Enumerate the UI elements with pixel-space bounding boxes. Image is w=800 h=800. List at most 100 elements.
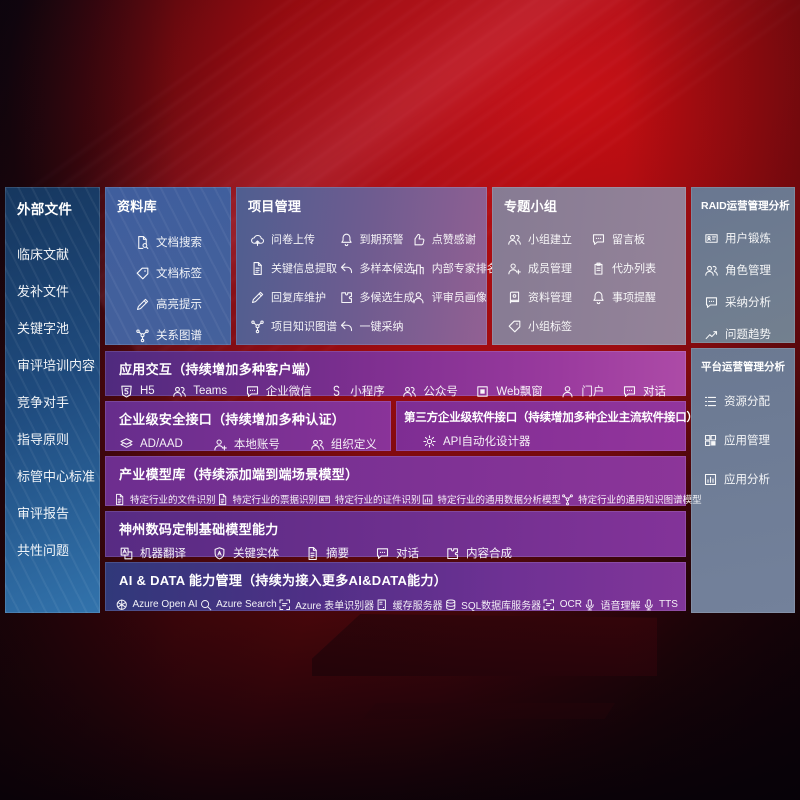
library-list: 文档搜索文档标签高亮提示关系图谱文档分类 bbox=[105, 215, 231, 374]
row-title: 神州数码定制基础模型能力 bbox=[119, 522, 279, 537]
item-label: 评审员画像 bbox=[431, 292, 487, 304]
item-label: 组织定义 bbox=[330, 439, 377, 451]
item-label: API自动化设计器 bbox=[443, 436, 531, 448]
platform-ops-panel: 平台运营管理分析 资源分配应用管理应用分析 bbox=[691, 348, 795, 613]
cloud-upload-icon bbox=[251, 234, 265, 246]
row-title: 产业模型库（持续添加端到端场景模型） bbox=[119, 467, 359, 482]
item-label: 代办列表 bbox=[612, 263, 656, 275]
puzzle-icon bbox=[447, 547, 458, 559]
reply-icon bbox=[340, 320, 352, 331]
list-item: 应用分析 bbox=[703, 471, 795, 487]
list-item: 内容合成 bbox=[445, 545, 512, 561]
pencil-icon bbox=[136, 298, 149, 310]
chart-window-icon bbox=[422, 494, 432, 504]
person-icon bbox=[413, 291, 424, 303]
doc-icon bbox=[116, 493, 124, 505]
id-card-icon bbox=[705, 233, 718, 243]
official-account-icon bbox=[403, 386, 417, 397]
security-interface-row: 企业级安全接口（持续增加多种认证） AD/AAD 本地账号 组织定义 bbox=[105, 401, 391, 451]
ocr-icon bbox=[543, 599, 555, 610]
item-label: 缓存服务器 bbox=[392, 601, 443, 612]
item-label: 特定行业的通用数据分析模型 bbox=[437, 495, 562, 506]
base-models-row: 神州数码定制基础模型能力 机器翻译 关键实体 摘要 对话 内容合成 bbox=[105, 511, 686, 560]
item-label: 临床文献 bbox=[17, 247, 70, 262]
item-label: 资源分配 bbox=[724, 396, 770, 408]
tag-icon bbox=[508, 320, 521, 332]
item-label: H5 bbox=[140, 385, 155, 397]
interaction-list: H5 Teams 企业微信 小程序 公众号 Web飘窗 门户 对话 bbox=[105, 378, 686, 399]
list-item: 门户 bbox=[560, 383, 604, 399]
item-label: 对话 bbox=[396, 548, 419, 560]
list-item: OCR bbox=[542, 598, 582, 612]
list-item: 共性问题 bbox=[17, 540, 100, 559]
item-label: 共性问题 bbox=[17, 543, 70, 558]
topic-groups-panel: 专题小组 小组建立 留言板 成员管理 代办列表 资料管理 事项提醒 小组标签 bbox=[492, 187, 686, 345]
list-item: 内部专家排名 bbox=[411, 260, 498, 276]
item-label: 内部专家排名 bbox=[431, 263, 498, 275]
item-label: 点赞感谢 bbox=[431, 234, 476, 246]
network-icon bbox=[251, 320, 264, 333]
platform-ops-list: 资源分配应用管理应用分析 bbox=[691, 374, 795, 487]
item-label: 审评报告 bbox=[17, 506, 70, 521]
list-item: 特定行业的文件识别 bbox=[113, 492, 216, 506]
external-files-list: 临床文献 发补文件 关键字池 审评培训内容 竞争对手 指导原则 标管中心标准 审评报告 共性问题 bbox=[5, 218, 100, 559]
people-icon bbox=[705, 265, 718, 276]
list-item: 小组标签 bbox=[507, 318, 591, 334]
list-item: 回复库维护 bbox=[250, 289, 339, 305]
portal-icon bbox=[562, 385, 573, 397]
third-party-list: API自动化设计器 bbox=[396, 425, 686, 449]
list-item: 用户锻炼 bbox=[704, 230, 795, 246]
list-item: 多样本候选 bbox=[339, 260, 415, 276]
item-label: 问卷上传 bbox=[271, 234, 315, 246]
doc-extract-icon bbox=[253, 261, 262, 275]
item-label: 留言板 bbox=[612, 234, 645, 246]
list-item: 审评报告 bbox=[17, 503, 100, 522]
base-models-list: 机器翻译 关键实体 摘要 对话 内容合成 bbox=[105, 538, 686, 561]
list-item: 多候选生成 bbox=[339, 289, 415, 305]
list-item: 特定行业的证件识别 bbox=[318, 492, 421, 506]
panel-title: 平台运营管理分析 bbox=[701, 361, 785, 373]
item-label: 关键实体 bbox=[233, 548, 279, 560]
bbs-icon bbox=[592, 233, 605, 245]
list-item: 摘要 bbox=[305, 545, 349, 561]
dialog-icon bbox=[623, 385, 635, 397]
ai-data-row: AI & DATA 能力管理（持续为接入更多AI&DATA能力） Azure O… bbox=[105, 562, 686, 612]
item-label: 特定行业的文件识别 bbox=[130, 495, 216, 506]
list-item: 特定行业的票据识别 bbox=[216, 492, 318, 506]
list-item: 资源分配 bbox=[703, 393, 795, 409]
ai-data-list: Azure Open AI Azure Search Azure 表单识别器 缓存服务… bbox=[105, 589, 686, 612]
database-icon bbox=[445, 599, 455, 610]
item-label: 问题趋势 bbox=[725, 329, 771, 341]
list-item: Azure 表单识别器 bbox=[278, 597, 374, 612]
tag-icon bbox=[136, 267, 149, 279]
list-item: 问题趋势 bbox=[704, 326, 795, 342]
id-card-icon bbox=[319, 495, 330, 503]
item-label: 用户锻炼 bbox=[725, 233, 771, 245]
item-label: AD/AAD bbox=[140, 438, 183, 450]
list-item: 关键字池 bbox=[17, 318, 100, 337]
list-item: 公众号 bbox=[402, 383, 458, 399]
item-label: 应用管理 bbox=[724, 435, 770, 447]
ad-icon bbox=[120, 437, 133, 448]
list-item: 特定行业的通用数据分析模型 bbox=[421, 492, 562, 506]
book-icon bbox=[509, 291, 520, 303]
row-title: 企业级安全接口（持续增加多种认证） bbox=[119, 412, 346, 427]
web-window-icon bbox=[477, 385, 489, 397]
list-item: 留言板 bbox=[591, 231, 682, 247]
item-label: 特定行业的通用知识图谱模型 bbox=[578, 495, 702, 506]
reply-icon bbox=[340, 262, 352, 273]
doc-icon bbox=[308, 546, 317, 560]
item-label: 多候选生成 bbox=[359, 292, 415, 304]
item-label: Azure Search bbox=[216, 599, 277, 610]
form-icon bbox=[279, 599, 290, 610]
item-label: 指导原则 bbox=[17, 432, 70, 447]
item-label: 成员管理 bbox=[528, 263, 572, 275]
item-label: 到期预警 bbox=[359, 234, 404, 246]
item-label: Web飘窗 bbox=[496, 386, 543, 398]
item-label: 应用分析 bbox=[724, 474, 770, 486]
item-label: Azure 表单识别器 bbox=[295, 601, 375, 612]
list-item: TTS bbox=[642, 598, 678, 612]
item-label: 对话 bbox=[642, 386, 666, 398]
search-icon bbox=[200, 599, 211, 611]
